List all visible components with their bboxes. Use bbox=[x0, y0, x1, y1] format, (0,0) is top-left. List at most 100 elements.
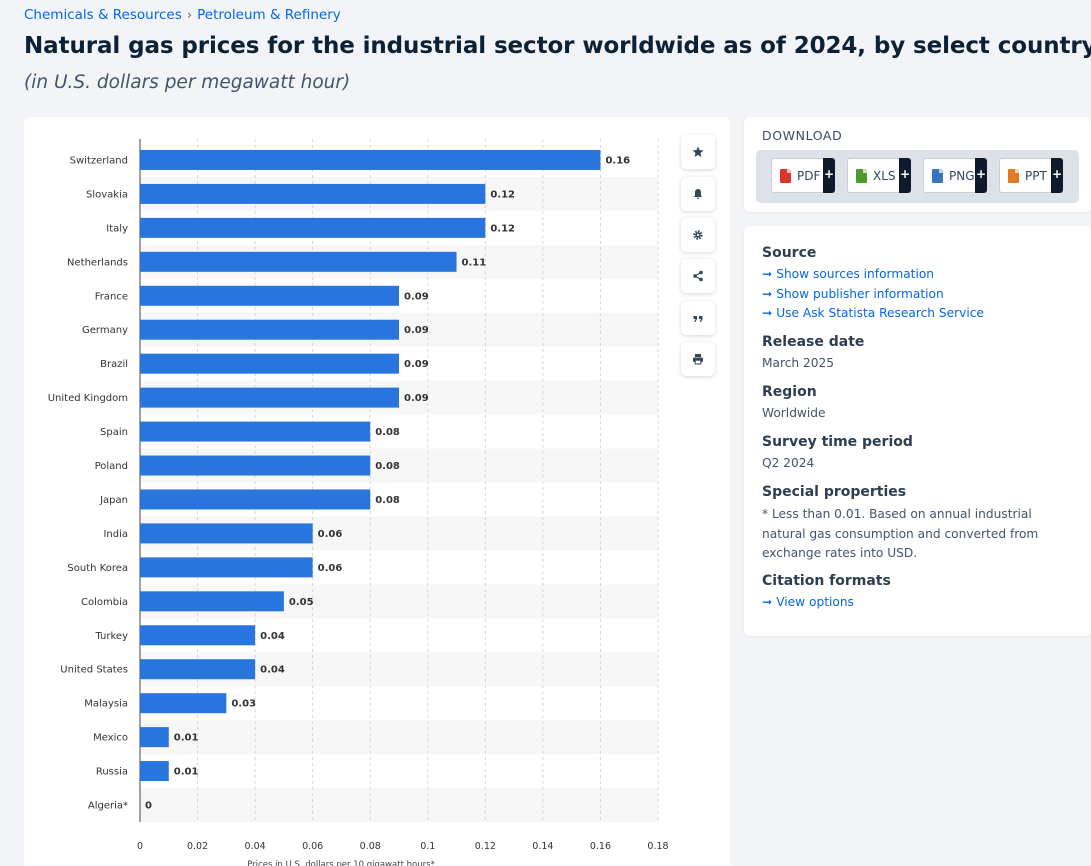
print-button[interactable] bbox=[681, 342, 715, 376]
plus-icon: + bbox=[823, 158, 835, 193]
category-label: Algeria* bbox=[88, 801, 128, 812]
settings-button[interactable] bbox=[681, 218, 715, 252]
data-label: 0.05 bbox=[289, 597, 314, 608]
pdf-file-icon bbox=[780, 169, 791, 183]
cite-button[interactable] bbox=[681, 301, 715, 335]
release-date-heading: Release date bbox=[762, 334, 865, 350]
x-tick-label: 0.08 bbox=[360, 841, 381, 852]
category-label: Poland bbox=[95, 461, 128, 472]
share-icon bbox=[693, 270, 703, 282]
bar-chart: Switzerland 0.16 Slovakia 0.12 Italy 0.12 Neth… bbox=[48, 139, 669, 866]
show-publisher-label: Show publisher information bbox=[776, 287, 944, 301]
category-label: Switzerland bbox=[70, 155, 128, 166]
category-label: Mexico bbox=[93, 733, 128, 744]
download-png-button[interactable]: PNG + bbox=[923, 158, 987, 193]
arrow-right-icon: ➞ bbox=[762, 287, 773, 301]
show-sources-link[interactable]: ➞ Show sources information bbox=[762, 267, 934, 281]
region-value: Worldwide bbox=[762, 406, 826, 420]
breadcrumb-link-chemicals[interactable]: Chemicals & Resources bbox=[24, 7, 182, 23]
bar-russia bbox=[140, 761, 169, 782]
x-tick-label: 0.06 bbox=[302, 841, 323, 852]
bar-south-korea bbox=[140, 557, 313, 578]
view-options-label: View options bbox=[776, 595, 854, 609]
show-publisher-link[interactable]: ➞ Show publisher information bbox=[762, 287, 944, 301]
data-label: 0.11 bbox=[462, 257, 487, 268]
bar-india bbox=[140, 523, 313, 544]
download-png-label: PNG bbox=[949, 169, 975, 183]
xls-file-icon bbox=[856, 169, 867, 183]
data-label: 0.04 bbox=[260, 665, 285, 676]
plus-icon: + bbox=[1051, 158, 1063, 193]
download-title: DOWNLOAD bbox=[762, 128, 843, 143]
category-label: India bbox=[103, 529, 128, 540]
data-label: 0.09 bbox=[404, 325, 429, 336]
download-buttons: PDF + XLS + PNG + PPT + bbox=[756, 150, 1079, 203]
bar-united-kingdom bbox=[140, 387, 399, 408]
research-service-link[interactable]: ➞ Use Ask Statista Research Service bbox=[762, 306, 984, 320]
view-options-link[interactable]: ➞ View options bbox=[762, 595, 854, 609]
source-heading: Source bbox=[762, 245, 817, 261]
special-properties-value: * Less than 0.01. Based on annual indust… bbox=[762, 507, 1039, 560]
bar-japan bbox=[140, 489, 371, 510]
star-icon bbox=[692, 146, 704, 157]
x-tick-label: 0.02 bbox=[187, 841, 208, 852]
x-tick-label: 0.1 bbox=[420, 841, 435, 852]
bar-netherlands bbox=[140, 251, 457, 272]
bar-switzerland bbox=[140, 149, 601, 170]
bar-united-states bbox=[140, 659, 256, 680]
arrow-right-icon: ➞ bbox=[762, 595, 773, 609]
data-label: 0.12 bbox=[490, 223, 515, 234]
row-shade bbox=[140, 788, 658, 822]
bar-poland bbox=[140, 455, 371, 476]
category-label: Colombia bbox=[81, 597, 128, 608]
arrow-right-icon: ➞ bbox=[762, 267, 773, 281]
category-label: Spain bbox=[100, 427, 128, 438]
bell-icon bbox=[693, 189, 703, 199]
download-panel: DOWNLOAD PDF + XLS + PNG + PPT + bbox=[744, 117, 1091, 212]
x-axis-title: Prices in U.S. dollars per 10 gigawatt h… bbox=[247, 860, 435, 866]
notification-button[interactable] bbox=[681, 177, 715, 211]
category-label: United Kingdom bbox=[48, 393, 128, 404]
bar-italy bbox=[140, 217, 486, 238]
data-label: 0.08 bbox=[375, 427, 400, 438]
survey-period-value: Q2 2024 bbox=[762, 456, 815, 470]
favorite-button[interactable] bbox=[681, 135, 715, 169]
category-label: Japan bbox=[99, 495, 128, 506]
row-shade bbox=[140, 720, 658, 755]
data-label: 0.08 bbox=[375, 495, 400, 506]
share-button[interactable] bbox=[681, 259, 715, 293]
research-service-label: Use Ask Statista Research Service bbox=[776, 306, 984, 320]
x-tick-label: 0.12 bbox=[475, 841, 496, 852]
category-label: Malaysia bbox=[84, 699, 128, 710]
gear-icon bbox=[693, 230, 703, 240]
bar-france bbox=[140, 285, 399, 306]
x-tick-label: 0.14 bbox=[532, 841, 553, 852]
data-label: 0.01 bbox=[174, 767, 199, 778]
download-pdf-label: PDF bbox=[797, 169, 821, 183]
bar-colombia bbox=[140, 591, 284, 612]
x-tick-label: 0.18 bbox=[647, 841, 668, 852]
data-label: 0.03 bbox=[231, 699, 256, 710]
breadcrumb: Chemicals & Resources › Petroleum & Refine… bbox=[24, 7, 341, 23]
category-label: Netherlands bbox=[67, 257, 128, 268]
data-label: 0.12 bbox=[490, 189, 515, 200]
download-xls-button[interactable]: XLS + bbox=[847, 158, 911, 193]
category-label: France bbox=[95, 291, 128, 302]
download-ppt-button[interactable]: PPT + bbox=[999, 158, 1063, 193]
survey-period-heading: Survey time period bbox=[762, 434, 913, 450]
download-ppt-label: PPT bbox=[1025, 169, 1047, 183]
x-tick-label: 0.04 bbox=[245, 841, 266, 852]
breadcrumb-separator: › bbox=[186, 7, 193, 23]
region-heading: Region bbox=[762, 384, 817, 400]
bar-slovakia bbox=[140, 183, 486, 204]
arrow-right-icon: ➞ bbox=[762, 306, 773, 320]
data-label: 0.06 bbox=[318, 529, 343, 540]
breadcrumb-link-petroleum[interactable]: Petroleum & Refinery bbox=[197, 7, 341, 23]
download-pdf-button[interactable]: PDF + bbox=[771, 158, 835, 193]
category-label: Brazil bbox=[100, 359, 128, 370]
x-tick-label: 0 bbox=[137, 841, 143, 852]
info-panel: Source ➞ Show sources information ➞ Show p… bbox=[744, 226, 1091, 636]
bar-turkey bbox=[140, 625, 256, 646]
data-label: 0.09 bbox=[404, 359, 429, 370]
category-label: Turkey bbox=[94, 631, 128, 642]
